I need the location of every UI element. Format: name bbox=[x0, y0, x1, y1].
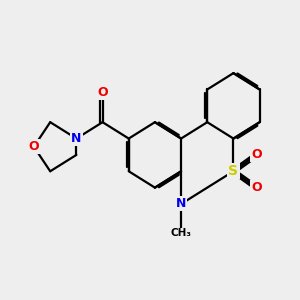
Text: S: S bbox=[228, 164, 239, 178]
Text: N: N bbox=[176, 197, 186, 211]
Text: O: O bbox=[97, 86, 108, 99]
Text: CH₃: CH₃ bbox=[171, 228, 192, 239]
Text: N: N bbox=[71, 132, 82, 145]
Text: O: O bbox=[251, 181, 262, 194]
Text: O: O bbox=[28, 140, 39, 153]
Text: O: O bbox=[251, 148, 262, 161]
